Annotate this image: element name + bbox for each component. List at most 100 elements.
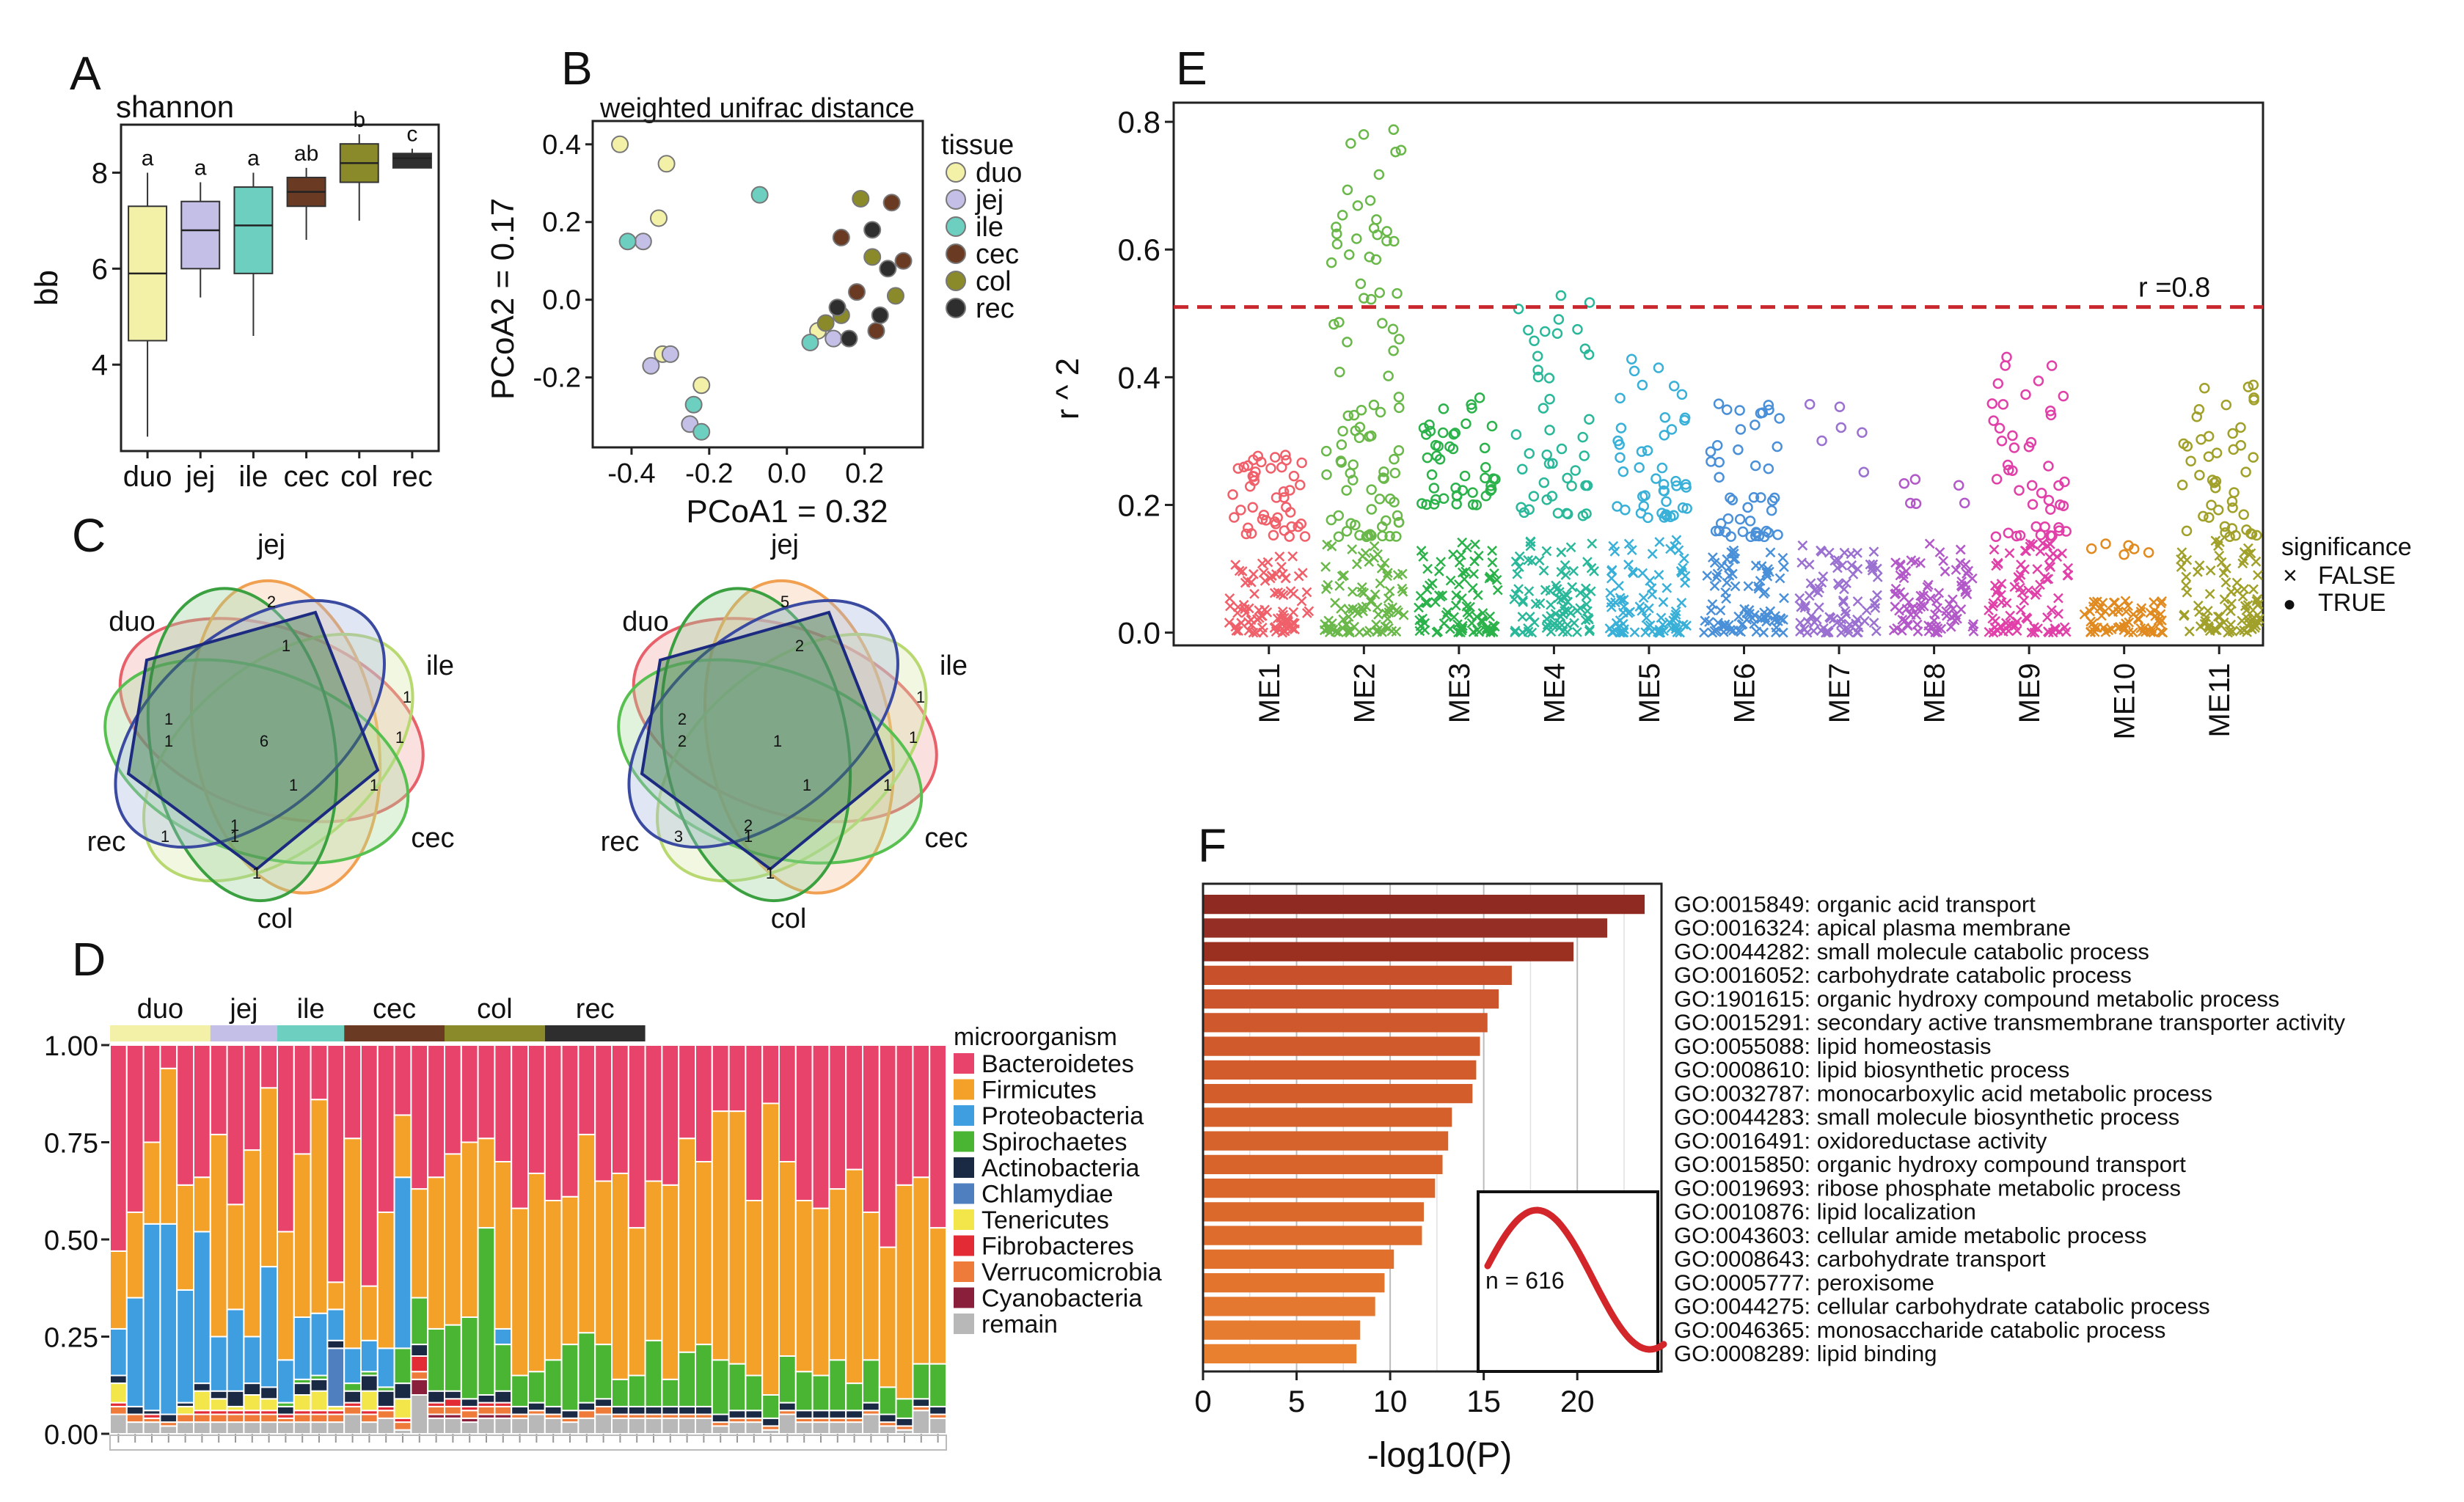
point-false	[1699, 627, 1709, 638]
panel-f-go-bar: GO:0015849: organic acid transportGO:001…	[1194, 882, 2345, 1475]
point-false	[1898, 592, 1909, 603]
point-true	[2014, 530, 2026, 541]
stack-Bacteroidetes	[376, 1044, 395, 1213]
go-bar	[1203, 965, 1512, 985]
point-false	[1451, 590, 1462, 601]
point-true	[1257, 513, 1268, 525]
point-false	[1469, 556, 1480, 567]
stack-Actinobacteria	[427, 1390, 446, 1404]
legend-swatch-Chlamydiae	[954, 1183, 974, 1204]
point-true	[2203, 431, 2215, 442]
go-term-label: GO:0016324: apical plasma membrane	[1674, 915, 2071, 941]
point-true	[1668, 381, 1680, 392]
venn-count: 1	[916, 688, 925, 706]
stack-Verrucomicrobia	[360, 1413, 379, 1424]
stack-Bacteroidetes	[761, 1044, 780, 1104]
stack-Bacteroidetes	[527, 1044, 546, 1174]
point-true	[1615, 422, 1627, 433]
stack-Actinobacteria	[460, 1398, 479, 1407]
point-true	[2043, 494, 2055, 506]
point-true	[1474, 392, 1485, 403]
point-false	[1262, 607, 1273, 618]
point-false	[1606, 601, 1617, 612]
point-true	[2044, 406, 2056, 417]
stack-remain	[912, 1410, 931, 1435]
point-false	[1656, 612, 1667, 623]
go-bar	[1203, 1107, 1452, 1127]
stack-remain	[159, 1425, 178, 1435]
point-false	[1436, 557, 1447, 568]
stack-Firmicutes	[293, 1153, 312, 1319]
stack-remain	[929, 1417, 947, 1435]
point-false	[2053, 593, 2063, 604]
stack-remain	[577, 1417, 596, 1435]
point-false	[2242, 626, 2252, 637]
stack-Actinobacteria	[326, 1339, 346, 1349]
stack-Firmicutes	[260, 1087, 279, 1268]
point-false	[2224, 626, 2235, 637]
point-false	[1285, 586, 1296, 597]
venn-label-duo: duo	[622, 607, 668, 637]
go-term-label: GO:1901615: organic hydroxy compound met…	[1674, 986, 2279, 1011]
point-false	[2179, 610, 2189, 621]
point-false	[1287, 618, 1298, 629]
point-true	[1390, 146, 1401, 158]
point-true	[1742, 502, 1753, 513]
point-false	[1829, 555, 1840, 566]
stack-Actinobacteria	[243, 1382, 262, 1396]
point-true	[1284, 507, 1296, 518]
point-true	[1227, 489, 1238, 500]
point-false	[2245, 548, 2256, 559]
point-false	[1477, 608, 1488, 618]
stack-remain	[611, 1417, 629, 1435]
stack-remain	[862, 1413, 880, 1435]
point-false	[2237, 615, 2248, 626]
stack-Bacteroidetes	[929, 1044, 947, 1229]
point-true	[1374, 494, 1386, 505]
go-term-label: GO:0016052: carbohydrate catabolic proce…	[1674, 962, 2132, 988]
point-false	[1366, 595, 1377, 606]
point-false	[1623, 560, 1634, 570]
point-true	[1334, 367, 1345, 378]
point-false	[1517, 627, 1528, 638]
go-term-label: GO:0019693: ribose phosphate metabolic p…	[1674, 1175, 2181, 1201]
venn-count: 1	[230, 827, 239, 846]
y-tick-label: -0.2	[533, 363, 581, 394]
venn-label-cec: cec	[411, 823, 454, 854]
point-true	[1422, 452, 1433, 464]
point-false	[1676, 598, 1687, 608]
point-false	[1513, 584, 1524, 595]
point-false	[1509, 594, 1520, 605]
point-false	[1629, 627, 1640, 637]
point-false	[1668, 615, 1678, 626]
stack-remain	[243, 1421, 262, 1435]
point-false	[1753, 581, 1763, 592]
venn-count: 1	[289, 776, 298, 794]
point-true	[2027, 499, 2039, 510]
point-false	[2220, 577, 2231, 587]
point-false	[2204, 626, 2215, 637]
point-false	[1372, 626, 1382, 637]
point-false	[2110, 597, 2120, 608]
point-true	[1448, 429, 1459, 440]
point-true	[1761, 525, 1772, 537]
stack-Verrucomicrobia	[494, 1405, 513, 1415]
point-false	[1525, 541, 1536, 552]
stack-Tenericutes	[260, 1398, 279, 1412]
go-bar	[1203, 1179, 1436, 1198]
x-tick-label: 15	[1466, 1384, 1501, 1418]
venn-count: 1	[773, 732, 782, 750]
point-true	[2198, 510, 2209, 522]
point-true	[1384, 493, 1396, 505]
point-false	[2248, 584, 2259, 595]
point-false	[1560, 560, 1571, 571]
point-true	[1279, 525, 1290, 536]
point-false	[1799, 602, 1810, 613]
stack-Firmicutes	[310, 1099, 329, 1314]
point-false	[2216, 557, 2227, 568]
point-false	[1758, 588, 1769, 599]
point-duo	[611, 135, 629, 153]
point-false	[1955, 557, 1966, 568]
venn-label-rec: rec	[87, 827, 126, 857]
